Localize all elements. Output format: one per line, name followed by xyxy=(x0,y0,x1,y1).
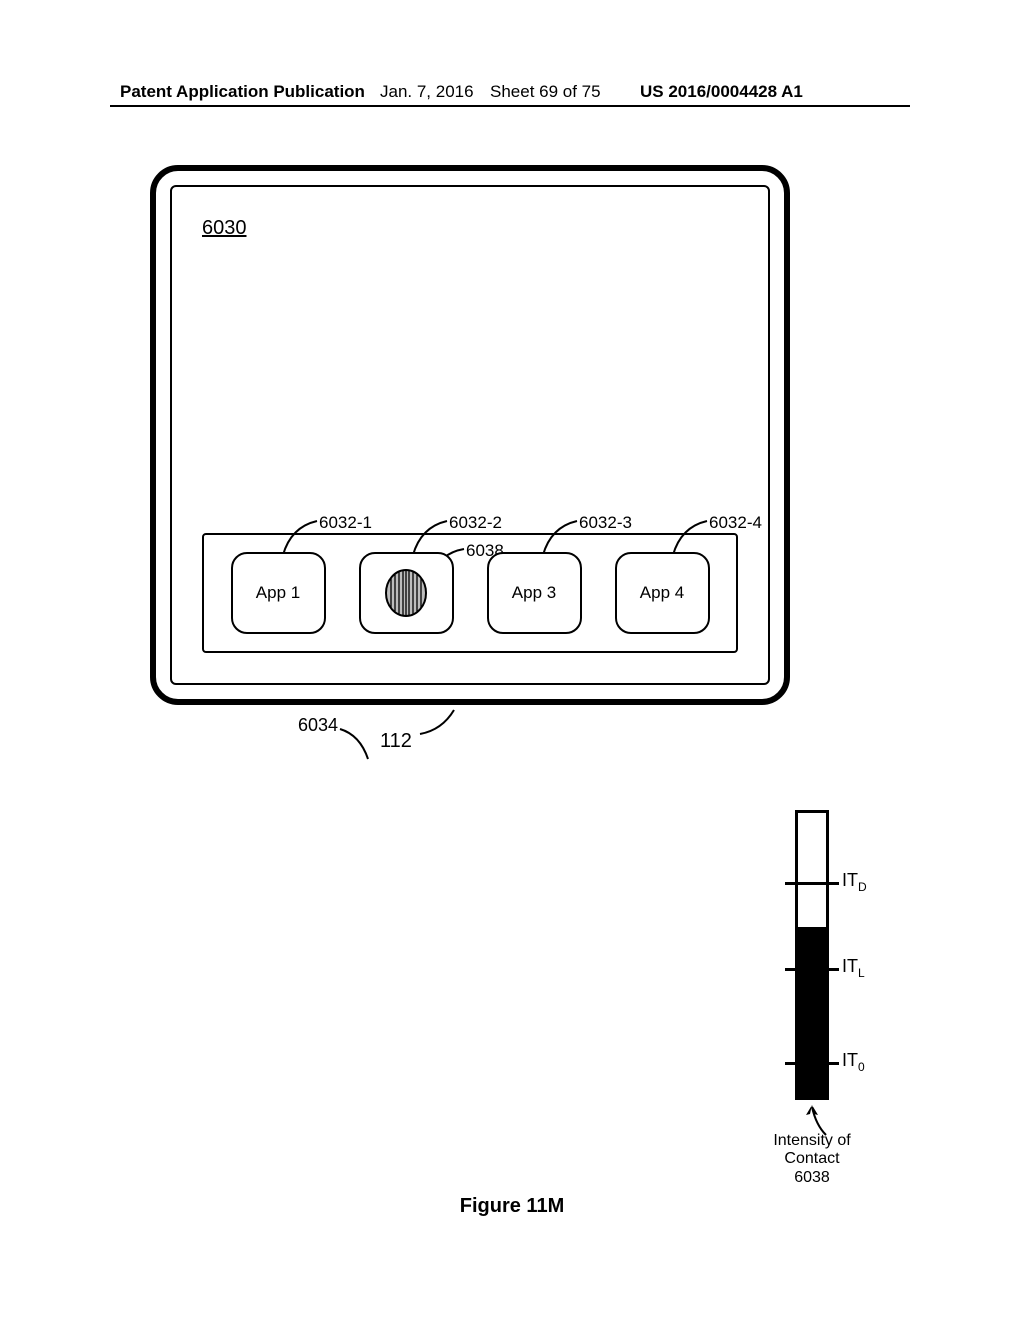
intensity-label-it0: IT0 xyxy=(842,1050,865,1074)
intensity-tick-it0 xyxy=(785,1062,839,1065)
app-icon-3[interactable]: App 3 xyxy=(487,552,582,634)
ref-6032-3-text: 6032-3 xyxy=(579,513,632,533)
touch-contact-icon xyxy=(381,568,431,618)
ref-label-screen: 6030 xyxy=(202,217,247,240)
ref-6034-text: 6034 xyxy=(298,715,338,735)
intensity-label-itd: ITD xyxy=(842,870,867,894)
header-publication: Patent Application Publication xyxy=(120,82,365,102)
app-3-label: App 3 xyxy=(512,583,556,603)
app-icon-1[interactable]: App 1 xyxy=(231,552,326,634)
app-icon-4[interactable]: App 4 xyxy=(615,552,710,634)
ref-6032-1-text: 6032-1 xyxy=(319,513,372,533)
ref-label-dock: 6034 xyxy=(298,715,338,736)
intensity-caption-l2: Contact xyxy=(784,1150,839,1167)
header-sheet: Sheet 69 of 75 xyxy=(490,82,601,102)
header-rule xyxy=(110,105,910,107)
app-icon-2[interactable]: App 2 xyxy=(359,552,454,634)
intensity-caption-ref: 6038 xyxy=(794,1169,830,1186)
ref-label-display: 112 xyxy=(380,730,412,753)
figure-caption: Figure 11M xyxy=(0,1195,1024,1218)
intensity-caption: Intensity of Contact 6038 xyxy=(752,1132,872,1187)
intensity-tick-itd xyxy=(785,882,839,885)
intensity-meter-fill xyxy=(798,927,826,1097)
intensity-caption-l1: Intensity of xyxy=(773,1132,850,1149)
header-pubno: US 2016/0004428 A1 xyxy=(640,82,803,102)
app-4-label: App 4 xyxy=(640,583,684,603)
intensity-meter-outline xyxy=(795,810,829,1100)
ref-6032-2-text: 6032-2 xyxy=(449,513,502,533)
device-frame: 6030 6034 6032-1 6032-2 6032-3 6032-4 xyxy=(150,165,790,705)
leader-arc-6034 xyxy=(338,727,378,767)
app-1-label: App 1 xyxy=(256,583,300,603)
header-date: Jan. 7, 2016 xyxy=(380,82,474,102)
intensity-meter: ITD ITL IT0 Intensity of Contact 6038 xyxy=(770,810,940,1180)
intensity-label-itl: ITL xyxy=(842,956,865,980)
device-screen: 6030 6034 6032-1 6032-2 6032-3 6032-4 xyxy=(170,185,770,685)
ref-112-text: 112 xyxy=(380,730,412,752)
leader-arc-112 xyxy=(418,708,468,738)
intensity-tick-itl xyxy=(785,968,839,971)
app-dock: App 1 App 2 xyxy=(202,533,738,653)
ref-6032-4-text: 6032-4 xyxy=(709,513,762,533)
